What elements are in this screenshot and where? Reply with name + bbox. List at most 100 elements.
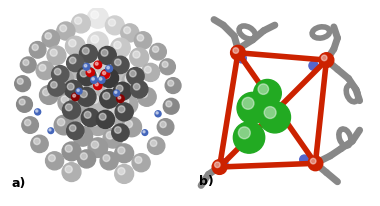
Circle shape bbox=[73, 95, 76, 98]
Circle shape bbox=[168, 81, 174, 87]
Circle shape bbox=[133, 84, 140, 91]
Circle shape bbox=[72, 105, 80, 113]
Circle shape bbox=[103, 72, 110, 80]
Circle shape bbox=[22, 117, 38, 134]
Circle shape bbox=[162, 62, 168, 68]
Circle shape bbox=[106, 85, 114, 92]
Circle shape bbox=[84, 65, 87, 68]
Circle shape bbox=[308, 156, 323, 171]
Circle shape bbox=[80, 70, 87, 77]
Circle shape bbox=[125, 121, 133, 128]
Circle shape bbox=[45, 34, 52, 40]
Circle shape bbox=[74, 18, 82, 25]
Circle shape bbox=[137, 88, 156, 107]
Circle shape bbox=[133, 52, 140, 59]
Circle shape bbox=[50, 50, 57, 57]
Circle shape bbox=[88, 138, 108, 158]
Circle shape bbox=[152, 47, 159, 53]
Circle shape bbox=[64, 81, 82, 99]
Circle shape bbox=[46, 152, 63, 170]
Circle shape bbox=[115, 103, 133, 121]
Circle shape bbox=[105, 17, 124, 36]
Circle shape bbox=[67, 84, 74, 91]
Circle shape bbox=[143, 131, 145, 133]
Circle shape bbox=[36, 110, 38, 113]
Circle shape bbox=[54, 71, 74, 90]
Circle shape bbox=[87, 51, 109, 73]
Circle shape bbox=[78, 150, 96, 168]
Circle shape bbox=[65, 104, 72, 111]
Circle shape bbox=[147, 137, 165, 155]
Circle shape bbox=[84, 112, 91, 119]
Circle shape bbox=[117, 96, 124, 103]
Circle shape bbox=[77, 67, 96, 86]
Circle shape bbox=[218, 159, 228, 168]
Circle shape bbox=[90, 96, 99, 104]
Circle shape bbox=[121, 25, 139, 43]
Circle shape bbox=[115, 92, 117, 94]
Circle shape bbox=[131, 81, 148, 98]
Circle shape bbox=[135, 157, 142, 164]
Circle shape bbox=[91, 141, 99, 149]
Circle shape bbox=[70, 58, 76, 64]
Circle shape bbox=[65, 37, 85, 57]
Circle shape bbox=[65, 166, 72, 173]
Circle shape bbox=[36, 62, 54, 80]
Circle shape bbox=[72, 62, 80, 70]
Circle shape bbox=[83, 64, 90, 71]
Circle shape bbox=[98, 77, 105, 84]
Circle shape bbox=[23, 60, 29, 66]
Circle shape bbox=[62, 163, 81, 182]
Circle shape bbox=[70, 125, 76, 132]
Circle shape bbox=[94, 82, 102, 90]
Circle shape bbox=[114, 60, 121, 66]
Circle shape bbox=[76, 130, 84, 137]
Circle shape bbox=[95, 63, 98, 66]
Circle shape bbox=[61, 96, 68, 104]
Circle shape bbox=[71, 94, 79, 101]
Circle shape bbox=[166, 101, 172, 107]
Circle shape bbox=[259, 102, 290, 133]
Circle shape bbox=[80, 91, 87, 98]
Circle shape bbox=[144, 67, 151, 74]
Circle shape bbox=[58, 93, 78, 113]
Circle shape bbox=[52, 66, 69, 83]
Circle shape bbox=[150, 140, 157, 147]
Circle shape bbox=[118, 147, 125, 154]
Circle shape bbox=[212, 160, 227, 174]
Circle shape bbox=[237, 93, 268, 124]
Circle shape bbox=[300, 155, 309, 164]
Circle shape bbox=[42, 31, 60, 48]
Circle shape bbox=[109, 64, 117, 72]
Circle shape bbox=[101, 50, 108, 57]
Circle shape bbox=[258, 84, 269, 95]
Circle shape bbox=[87, 8, 108, 29]
Circle shape bbox=[62, 142, 81, 161]
Circle shape bbox=[71, 15, 90, 34]
Circle shape bbox=[24, 120, 31, 126]
Circle shape bbox=[150, 44, 166, 61]
Circle shape bbox=[124, 28, 131, 34]
Circle shape bbox=[321, 56, 327, 61]
Circle shape bbox=[91, 36, 99, 44]
Circle shape bbox=[103, 81, 123, 102]
Circle shape bbox=[238, 127, 250, 139]
Circle shape bbox=[57, 119, 65, 126]
Circle shape bbox=[98, 47, 116, 65]
Circle shape bbox=[242, 98, 254, 110]
Circle shape bbox=[47, 47, 66, 66]
Circle shape bbox=[79, 45, 98, 63]
Circle shape bbox=[113, 83, 131, 101]
Circle shape bbox=[111, 39, 130, 59]
Circle shape bbox=[103, 129, 123, 148]
Circle shape bbox=[57, 74, 65, 81]
Circle shape bbox=[103, 93, 110, 100]
Circle shape bbox=[99, 78, 102, 81]
Circle shape bbox=[140, 91, 147, 98]
Circle shape bbox=[87, 33, 108, 53]
Circle shape bbox=[137, 35, 144, 42]
Circle shape bbox=[106, 66, 112, 73]
Circle shape bbox=[15, 76, 30, 92]
Circle shape bbox=[107, 67, 109, 70]
Circle shape bbox=[34, 138, 40, 145]
